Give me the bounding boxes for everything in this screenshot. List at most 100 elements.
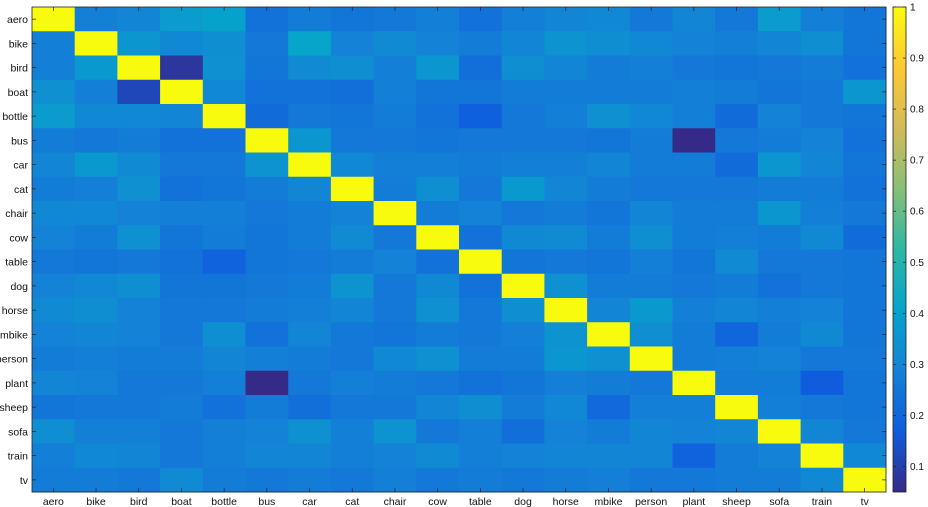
- y-tick-label-bike: bike: [9, 38, 28, 50]
- heatmap-cell-cow-mbike: [587, 225, 631, 250]
- heatmap-cell-sofa-dog: [501, 419, 545, 444]
- heatmap-cell-sheep-train: [800, 395, 844, 420]
- heatmap-cell-bird-dog: [501, 55, 545, 81]
- heatmap-cell-table-sheep: [715, 249, 759, 275]
- heatmap-cell-cat-person: [629, 176, 673, 202]
- heatmap-cell-bus-tv: [843, 128, 887, 153]
- heatmap-cell-boat-table: [459, 79, 503, 105]
- heatmap-cell-car-chair: [373, 152, 417, 178]
- heatmap-cell-aero-cat: [330, 7, 375, 32]
- heatmap-cell-bottle-bike: [74, 104, 118, 129]
- heatmap-cell-horse-plant: [672, 298, 716, 323]
- heatmap-cell-train-table: [459, 443, 503, 469]
- heatmap-cell-bus-boat: [160, 128, 204, 153]
- y-tick-label-bird: bird: [10, 63, 28, 75]
- heatmap-cell-bus-cow: [416, 128, 460, 153]
- heatmap-cell-bird-bird: [117, 55, 161, 81]
- heatmap-cell-train-bottle: [202, 443, 246, 469]
- heatmap-cell-boat-sheep: [715, 79, 759, 105]
- heatmap-cell-chair-car: [288, 201, 332, 226]
- heatmap-cell-person-cow: [416, 346, 460, 372]
- heatmap-cell-dog-bike: [74, 273, 118, 299]
- heatmap-cell-boat-bottle: [202, 79, 246, 105]
- y-tick-label-sofa: sofa: [8, 426, 28, 438]
- heatmap-cell-chair-sheep: [715, 201, 759, 226]
- heatmap-cell-bus-bike: [74, 128, 118, 153]
- heatmap-cell-chair-mbike: [587, 201, 631, 226]
- heatmap-cell-horse-horse: [544, 298, 588, 323]
- heatmap-cell-train-sheep: [715, 443, 759, 469]
- heatmap-cell-table-cow: [416, 249, 460, 275]
- heatmap-cell-horse-bottle: [202, 298, 246, 323]
- heatmap-cell-mbike-table: [459, 322, 503, 347]
- x-tick-label-cat: cat: [345, 496, 359, 507]
- heatmap-cell-mbike-chair: [373, 322, 417, 347]
- heatmap-cell-bottle-sheep: [715, 104, 759, 129]
- heatmap-cell-bike-bottle: [202, 31, 246, 56]
- colorbar: 0.1 0.2 0.3 0.4 0.5 0.6 0.7 0.8 0.9 1: [892, 3, 924, 493]
- heatmap-cell-person-table: [459, 346, 503, 372]
- heatmap-cell-car-horse: [544, 152, 588, 178]
- heatmap-cell-sofa-car: [288, 419, 332, 444]
- heatmap-cell-car-boat: [160, 152, 204, 178]
- heatmap-cell-aero-person: [629, 7, 673, 32]
- heatmap-cell-aero-sheep: [715, 7, 759, 32]
- heatmap-cell-plant-person: [629, 370, 673, 396]
- heatmap-cell-chair-tv: [843, 201, 887, 226]
- heatmap-cell-horse-boat: [160, 298, 204, 323]
- heatmap-cell-bike-horse: [544, 31, 588, 56]
- heatmap-cell-mbike-cat: [330, 322, 375, 347]
- heatmap-cell-sofa-train: [800, 419, 844, 444]
- heatmap-cell-train-tv: [843, 443, 887, 469]
- heatmap-cell-boat-cat: [330, 79, 375, 105]
- heatmap-cell-bus-cat: [330, 128, 375, 153]
- heatmap-cell-bird-train: [800, 55, 844, 81]
- heatmap-cell-plant-table: [459, 370, 503, 396]
- heatmap-cell-bottle-bus: [245, 104, 289, 129]
- y-tick-label-cat: cat: [14, 184, 28, 196]
- x-tick-label-horse: horse: [553, 496, 579, 507]
- heatmap-cell-bus-sheep: [715, 128, 759, 153]
- heatmap-cell-table-horse: [544, 249, 588, 275]
- x-tick-label-dog: dog: [514, 496, 532, 507]
- heatmap-cell-bird-table: [459, 55, 503, 81]
- heatmap-cell-cat-plant: [672, 176, 716, 202]
- heatmap-cell-bus-aero: [32, 128, 76, 153]
- colorbar-tick-label: 0.8: [910, 105, 924, 116]
- heatmap-cell-mbike-aero: [32, 322, 76, 347]
- heatmap-cell-sheep-bus: [245, 395, 289, 420]
- heatmap-cell-plant-train: [800, 370, 844, 396]
- heatmap-cell-cat-table: [459, 176, 503, 202]
- heatmap-cell-cow-dog: [501, 225, 545, 250]
- heatmap-cell-mbike-car: [288, 322, 332, 347]
- heatmap-cell-sofa-bike: [74, 419, 118, 444]
- heatmap-cell-boat-car: [288, 79, 332, 105]
- heatmap-cell-bus-dog: [501, 128, 545, 153]
- heatmap-cell-chair-boat: [160, 201, 204, 226]
- heatmap-cell-chair-cat: [330, 201, 375, 226]
- heatmap-cell-dog-mbike: [587, 273, 631, 299]
- colorbar-tick-label: 0.2: [910, 411, 924, 422]
- heatmap-cell-chair-plant: [672, 201, 716, 226]
- heatmap-cell-cow-aero: [32, 225, 76, 250]
- heatmap-cell-cat-cat: [330, 176, 375, 202]
- heatmap-cell-sheep-chair: [373, 395, 417, 420]
- y-tick-label-bus: bus: [11, 135, 28, 147]
- heatmap-cell-bike-chair: [373, 31, 417, 56]
- heatmap-cell-cow-bird: [117, 225, 161, 250]
- heatmap-cell-boat-bus: [245, 79, 289, 105]
- heatmap-cell-dog-plant: [672, 273, 716, 299]
- heatmap-cell-sheep-sheep: [715, 395, 759, 420]
- heatmap-cell-car-cow: [416, 152, 460, 178]
- heatmap-cell-person-person: [629, 346, 673, 372]
- heatmap-cell-bus-car: [288, 128, 332, 153]
- heatmap-cell-bike-bus: [245, 31, 289, 56]
- heatmap-cell-cat-sheep: [715, 176, 759, 202]
- heatmap-cell-bus-bus: [245, 128, 289, 153]
- heatmap-cell-cat-bike: [74, 176, 118, 202]
- heatmap-cell-horse-cow: [416, 298, 460, 323]
- heatmap-cell-sheep-tv: [843, 395, 887, 420]
- heatmap-cell-sofa-bottle: [202, 419, 246, 444]
- heatmap-cell-bottle-boat: [160, 104, 204, 129]
